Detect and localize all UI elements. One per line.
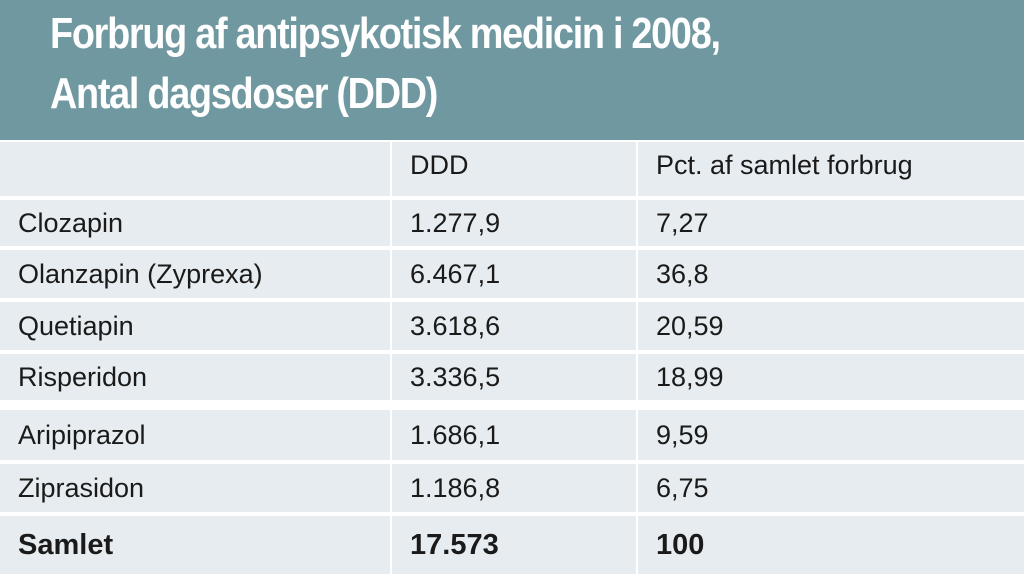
drug-name: Clozapin bbox=[18, 207, 124, 238]
title-banner: Forbrug af antipsykotisk medicin i 2008,… bbox=[0, 0, 1024, 140]
table-row: Risperidon 3.336,5 18,99 bbox=[0, 354, 1024, 400]
drug-name: Olanzapin (Zyprexa) bbox=[18, 258, 263, 289]
drug-name: Ziprasidon bbox=[18, 472, 145, 503]
drug-name: Quetiapin bbox=[18, 310, 134, 341]
ddd-value: 3.618,6 bbox=[390, 302, 634, 350]
column-header-ddd: DDD bbox=[390, 142, 634, 196]
table-title: Forbrug af antipsykotisk medicin i 2008,… bbox=[50, 4, 721, 124]
percent-value: 7,27 bbox=[636, 200, 1024, 246]
percent-value: 36,8 bbox=[636, 250, 1024, 298]
ddd-value: 6.467,1 bbox=[390, 250, 634, 298]
title-line-2: Antal dagsdoser (DDD) bbox=[50, 69, 438, 118]
percent-value: 18,99 bbox=[636, 354, 1024, 400]
total-percent: 100 bbox=[636, 516, 1024, 574]
title-line-1: Forbrug af antipsykotisk medicin i 2008, bbox=[50, 9, 721, 58]
percent-value: 20,59 bbox=[636, 302, 1024, 350]
total-label: Samlet bbox=[18, 528, 114, 561]
column-header-percent: Pct. af samlet forbrug bbox=[636, 142, 1024, 196]
table-row: Olanzapin (Zyprexa) 6.467,1 36,8 bbox=[0, 250, 1024, 298]
percent-value: 6,75 bbox=[636, 464, 1024, 512]
column-header-row: DDD Pct. af samlet forbrug bbox=[0, 142, 1024, 196]
drug-name: Aripiprazol bbox=[18, 419, 146, 450]
drug-name: Risperidon bbox=[18, 361, 148, 392]
column-header-name bbox=[0, 142, 388, 196]
ddd-value: 3.336,5 bbox=[390, 354, 634, 400]
total-ddd: 17.573 bbox=[390, 516, 634, 574]
table-row: Quetiapin 3.618,6 20,59 bbox=[0, 302, 1024, 350]
table-row: Clozapin 1.277,9 7,27 bbox=[0, 200, 1024, 246]
ddd-value: 1.686,1 bbox=[390, 410, 634, 460]
ddd-value: 1.277,9 bbox=[390, 200, 634, 246]
percent-value: 9,59 bbox=[636, 410, 1024, 460]
table-row: Aripiprazol 1.686,1 9,59 bbox=[0, 410, 1024, 460]
total-row: Samlet 17.573 100 bbox=[0, 516, 1024, 574]
ddd-value: 1.186,8 bbox=[390, 464, 634, 512]
table-row: Ziprasidon 1.186,8 6,75 bbox=[0, 464, 1024, 512]
